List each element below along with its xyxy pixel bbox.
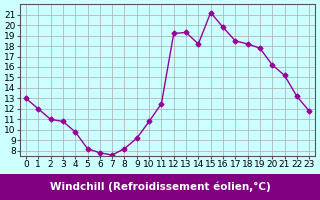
Text: Windchill (Refroidissement éolien,°C): Windchill (Refroidissement éolien,°C) xyxy=(50,182,270,192)
